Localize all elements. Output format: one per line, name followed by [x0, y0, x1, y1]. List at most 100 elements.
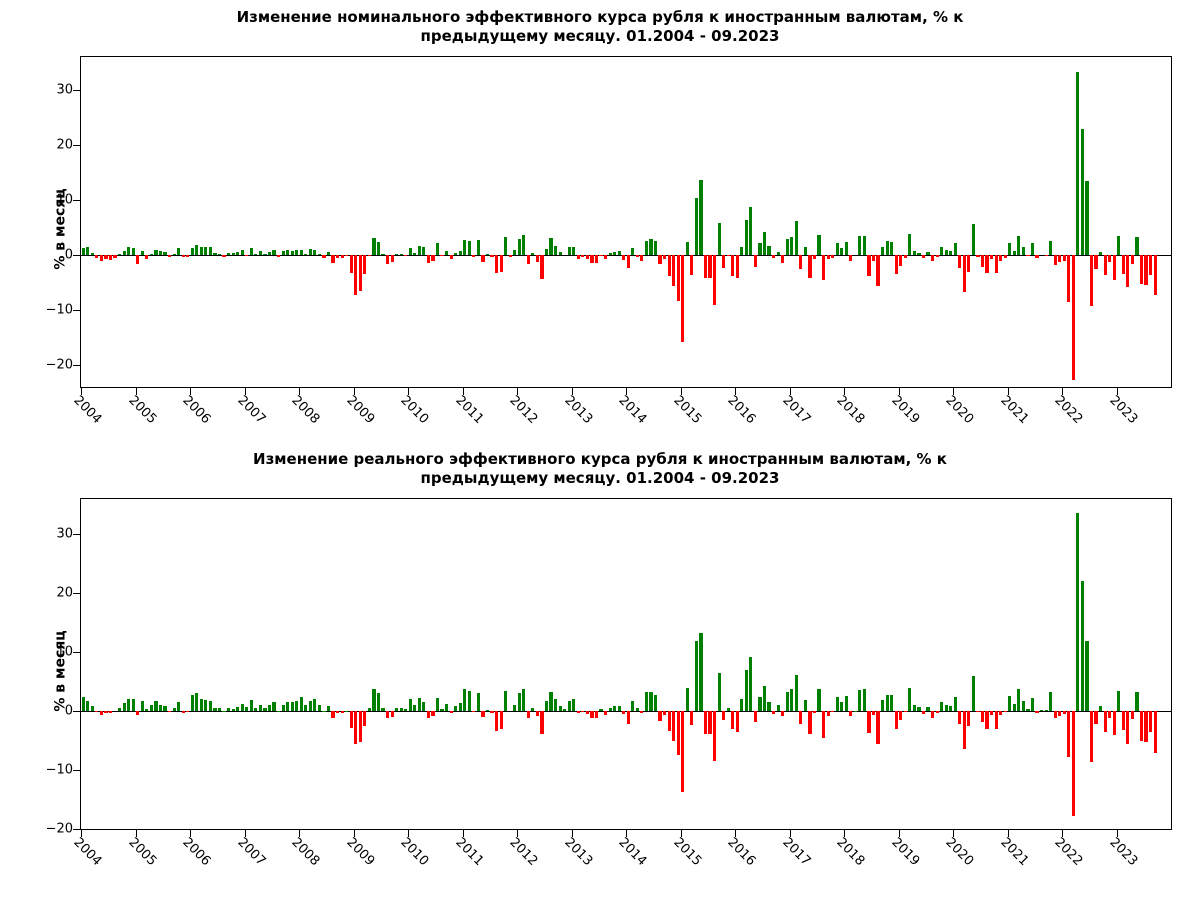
bar [295, 701, 298, 711]
xtick-label: 2022 [1051, 835, 1085, 869]
bar [559, 252, 562, 255]
bar [808, 711, 811, 733]
bar [413, 253, 416, 255]
bar [1117, 691, 1120, 712]
bar [504, 691, 507, 712]
bar [459, 251, 462, 255]
bar [322, 711, 325, 712]
bar [141, 701, 144, 712]
bar [459, 703, 462, 711]
bar [663, 255, 666, 259]
bar [745, 670, 748, 711]
bar [490, 711, 493, 713]
bar [899, 711, 902, 720]
bar [291, 251, 294, 255]
bar [422, 247, 425, 255]
bar [1140, 711, 1143, 741]
bar [1035, 711, 1038, 713]
bar [1054, 711, 1057, 718]
bar [509, 255, 512, 257]
bar [345, 255, 348, 256]
bar [822, 255, 825, 280]
bar [200, 247, 203, 255]
bar [232, 709, 235, 711]
bar [872, 255, 875, 261]
bar [213, 708, 216, 711]
bar [649, 692, 652, 711]
bar [263, 254, 266, 255]
bar [876, 711, 879, 743]
bar [590, 711, 593, 718]
bar [1017, 236, 1020, 255]
bar [386, 255, 389, 264]
bar [123, 251, 126, 255]
bar [400, 254, 403, 255]
xtick-label: 2008 [288, 393, 322, 427]
bar [350, 255, 353, 273]
bar [695, 641, 698, 711]
bar [468, 691, 471, 711]
bar [336, 255, 339, 258]
bar [82, 248, 85, 255]
bar [817, 235, 820, 255]
xtick-label: 2006 [179, 835, 213, 869]
bar [227, 708, 230, 711]
bar [450, 711, 453, 713]
bar [949, 251, 952, 255]
bar [1008, 243, 1011, 255]
bar [945, 250, 948, 255]
bar [913, 705, 916, 711]
xtick-label: 2014 [615, 393, 649, 427]
bar [522, 235, 525, 255]
bar [372, 238, 375, 255]
bar [354, 711, 357, 744]
bar [613, 252, 616, 255]
xtick-label: 2021 [997, 393, 1031, 427]
bar [440, 255, 443, 256]
bar [222, 711, 225, 712]
bar [1017, 689, 1020, 711]
bar [1090, 711, 1093, 762]
bar [586, 255, 589, 259]
bar [1104, 255, 1107, 275]
bar [713, 255, 716, 305]
bar [368, 255, 371, 256]
bar [727, 255, 730, 256]
bar [1154, 711, 1157, 753]
bar [145, 709, 148, 711]
ytick-label: 30 [56, 83, 73, 98]
bar [209, 247, 212, 255]
bar [145, 255, 148, 259]
bar [945, 705, 948, 711]
bar [513, 250, 516, 255]
bar [241, 250, 244, 255]
bar [963, 711, 966, 749]
bar [972, 676, 975, 711]
bar [1099, 252, 1102, 255]
bar [940, 247, 943, 255]
bar [1131, 255, 1134, 264]
bar [654, 695, 657, 711]
bar [1035, 255, 1038, 258]
bar [645, 241, 648, 255]
bar [640, 711, 643, 713]
bar [622, 255, 625, 260]
xtick-label: 2013 [561, 393, 595, 427]
bar [777, 705, 780, 711]
bar [300, 250, 303, 255]
bar [363, 255, 366, 274]
bar [618, 251, 621, 255]
bar [150, 705, 153, 711]
bar [731, 711, 734, 729]
bar [300, 697, 303, 711]
xtick-label: 2005 [125, 835, 159, 869]
bar [204, 247, 207, 255]
bar [731, 255, 734, 276]
bar [931, 255, 934, 261]
bar [849, 711, 852, 716]
bar [400, 708, 403, 711]
bar [536, 711, 539, 716]
bar [1113, 711, 1116, 735]
bar [409, 248, 412, 255]
bar [545, 701, 548, 712]
